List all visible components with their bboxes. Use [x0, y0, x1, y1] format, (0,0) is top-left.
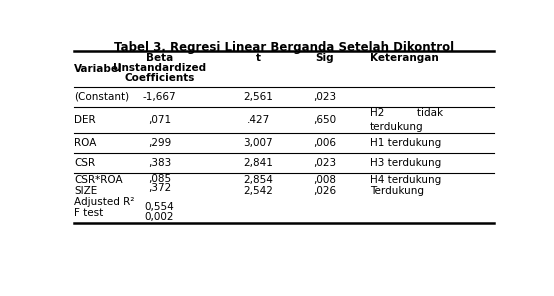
Text: .427: .427 [247, 115, 270, 125]
Text: 2,542: 2,542 [243, 186, 273, 196]
Text: ,023: ,023 [313, 158, 336, 168]
Text: ,023: ,023 [313, 92, 336, 102]
Text: Coefficients: Coefficients [124, 73, 194, 83]
Text: SIZE: SIZE [74, 186, 98, 196]
Text: 2,561: 2,561 [243, 92, 273, 102]
Text: ,085: ,085 [148, 174, 171, 184]
Text: (Constant): (Constant) [74, 92, 130, 102]
Text: DER: DER [74, 115, 96, 125]
Text: Terdukung: Terdukung [370, 186, 424, 196]
Text: ,008: ,008 [313, 175, 336, 185]
Text: H4 terdukung: H4 terdukung [370, 175, 441, 185]
Text: ,383: ,383 [148, 158, 171, 168]
Text: Variabel: Variabel [74, 64, 123, 74]
Text: Sig: Sig [315, 53, 334, 63]
Text: ,650: ,650 [313, 115, 336, 125]
Text: ,071: ,071 [148, 115, 171, 125]
Text: CSR*ROA: CSR*ROA [74, 175, 123, 185]
Text: ,026: ,026 [313, 186, 336, 196]
Text: 3,007: 3,007 [243, 138, 273, 148]
Text: F test: F test [74, 208, 104, 218]
Text: Tabel 3. Regresi Linear Berganda Setelah Dikontrol: Tabel 3. Regresi Linear Berganda Setelah… [114, 41, 454, 54]
Text: Unstandardized: Unstandardized [113, 63, 206, 73]
Text: 2,841: 2,841 [243, 158, 273, 168]
Text: ,372: ,372 [148, 183, 171, 193]
Text: Beta: Beta [146, 53, 173, 63]
Text: CSR: CSR [74, 158, 95, 168]
Text: Keterangan: Keterangan [370, 53, 439, 63]
Text: Adjusted R²: Adjusted R² [74, 197, 135, 207]
Text: -1,667: -1,667 [142, 92, 176, 102]
Text: ,299: ,299 [148, 138, 171, 148]
Text: 0,554: 0,554 [145, 202, 175, 212]
Text: H3 terdukung: H3 terdukung [370, 158, 441, 168]
Text: H1 terdukung: H1 terdukung [370, 138, 441, 148]
Text: 2,854: 2,854 [243, 175, 273, 185]
Text: 0,002: 0,002 [145, 212, 174, 222]
Text: ,006: ,006 [313, 138, 336, 148]
Text: t: t [255, 53, 261, 63]
Text: ROA: ROA [74, 138, 97, 148]
Text: H2          tidak
terdukung: H2 tidak terdukung [370, 108, 443, 131]
